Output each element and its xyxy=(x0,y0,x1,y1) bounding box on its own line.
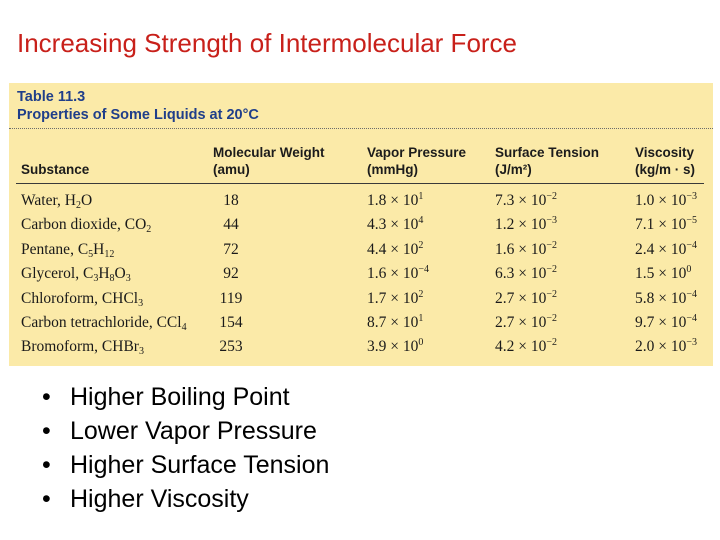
molecular-weight-cell: 119 xyxy=(219,289,243,307)
substance-cell: Chloroform, CHCl3 xyxy=(21,289,144,309)
properties-table: Table 11.3 Properties of Some Liquids at… xyxy=(9,83,713,366)
header-divider xyxy=(9,128,713,129)
surface-tension-cell: 6.3 × 10−2 xyxy=(495,264,558,283)
bullet-text: Higher Viscosity xyxy=(70,485,249,513)
column-header-divider xyxy=(16,183,704,184)
bullet-item: • Higher Surface Tension xyxy=(42,448,329,482)
vapor-pressure-cell: 8.7 × 101 xyxy=(367,312,424,331)
bullet-dot-icon: • xyxy=(42,417,51,445)
table-row: Bromoform, CHBr3 253 3.9 × 100 4.2 × 10−2 2.… xyxy=(9,336,713,360)
bullet-dot-icon: • xyxy=(42,485,51,513)
table-header: Table 11.3 Properties of Some Liquids at… xyxy=(17,88,259,124)
table-row: Glycerol, C3H8O3 92 1.6 × 10−4 6.3 × 10−2 1.… xyxy=(9,263,713,287)
bullet-text: Higher Boiling Point xyxy=(70,383,290,411)
column-header-unit: (kg/m · s) xyxy=(635,162,696,177)
table-label: Table 11.3 xyxy=(17,89,86,105)
slide-title: Increasing Strength of Intermolecular Fo… xyxy=(17,28,518,58)
table-row: Carbon tetrachloride, CCl4 154 8.7 × 101 2.… xyxy=(9,312,713,336)
viscosity-cell: 2.0 × 10−3 xyxy=(635,337,698,356)
molecular-weight-cell: 92 xyxy=(223,265,239,283)
substance-cell: Glycerol, C3H8O3 xyxy=(21,265,131,285)
column-header-label: Vapor Pressure xyxy=(367,145,467,160)
viscosity-cell: 5.8 × 10−4 xyxy=(635,288,698,307)
substance-cell: Bromoform, CHBr3 xyxy=(21,338,144,358)
substance-cell: Pentane, C5H12 xyxy=(21,240,115,260)
viscosity-cell: 7.1 × 10−5 xyxy=(635,215,698,234)
viscosity-cell: 1.0 × 10−3 xyxy=(635,191,698,210)
substance-cell: Carbon tetrachloride, CCl4 xyxy=(21,313,187,333)
viscosity-cell: 9.7 × 10−4 xyxy=(635,312,698,331)
substance-cell: Carbon dioxide, CO2 xyxy=(21,216,152,236)
surface-tension-cell: 2.7 × 10−2 xyxy=(495,288,558,307)
column-header-viscosity: Viscosity (kg/m · s) xyxy=(635,144,695,178)
bullet-dot-icon: • xyxy=(42,383,51,411)
surface-tension-cell: 7.3 × 10−2 xyxy=(495,191,558,210)
bullet-item: • Higher Viscosity xyxy=(42,482,329,516)
column-header-substance: Substance xyxy=(21,161,89,178)
column-header-unit: (amu) xyxy=(213,162,250,177)
column-header-substance-label: Substance xyxy=(21,162,90,177)
table-row: Water, H2O 18 1.8 × 101 7.3 × 10−2 1.0 × 10−… xyxy=(9,190,713,214)
bullet-list: • Higher Boiling Point • Lower Vapor Pressu… xyxy=(42,380,329,516)
column-header-surface-tension: Surface Tension (J/m²) xyxy=(495,144,599,178)
surface-tension-cell: 1.2 × 10−3 xyxy=(495,215,558,234)
molecular-weight-cell: 154 xyxy=(219,313,243,331)
column-header-vapor-pressure: Vapor Pressure (mmHg) xyxy=(367,144,466,178)
vapor-pressure-cell: 4.4 × 102 xyxy=(367,239,424,258)
viscosity-cell: 2.4 × 10−4 xyxy=(635,239,698,258)
vapor-pressure-cell: 4.3 × 104 xyxy=(367,215,424,234)
viscosity-cell: 1.5 × 100 xyxy=(635,264,692,283)
table-body: Water, H2O 18 1.8 × 101 7.3 × 10−2 1.0 × 10−… xyxy=(9,190,713,361)
molecular-weight-cell: 253 xyxy=(219,338,243,356)
table-row: Chloroform, CHCl3 119 1.7 × 102 2.7 × 10−2 5… xyxy=(9,288,713,312)
column-header-label: Viscosity xyxy=(635,145,695,160)
table-row: Pentane, C5H12 72 4.4 × 102 1.6 × 10−2 2.4 ×… xyxy=(9,239,713,263)
bullet-dot-icon: • xyxy=(42,451,51,479)
vapor-pressure-cell: 1.6 × 10−4 xyxy=(367,264,430,283)
bullet-text: Higher Surface Tension xyxy=(70,451,330,479)
surface-tension-cell: 2.7 × 10−2 xyxy=(495,312,558,331)
bullet-item: • Higher Boiling Point xyxy=(42,380,329,414)
column-header-unit: (mmHg) xyxy=(367,162,418,177)
table-caption: Properties of Some Liquids at 20°C xyxy=(17,107,259,123)
column-header-label: Molecular Weight xyxy=(213,145,325,160)
bullet-item: • Lower Vapor Pressure xyxy=(42,414,329,448)
molecular-weight-cell: 44 xyxy=(223,216,239,234)
surface-tension-cell: 1.6 × 10−2 xyxy=(495,239,558,258)
molecular-weight-cell: 18 xyxy=(223,192,239,209)
column-header-label: Surface Tension xyxy=(495,145,600,160)
vapor-pressure-cell: 1.7 × 102 xyxy=(367,288,424,307)
vapor-pressure-cell: 1.8 × 101 xyxy=(367,191,424,210)
surface-tension-cell: 4.2 × 10−2 xyxy=(495,337,558,356)
column-header-molecular-weight: Molecular Weight (amu) xyxy=(213,144,325,178)
molecular-weight-cell: 72 xyxy=(223,240,239,258)
bullet-text: Lower Vapor Pressure xyxy=(70,417,317,445)
column-header-unit: (J/m²) xyxy=(495,162,532,177)
substance-cell: Water, H2O xyxy=(21,192,93,211)
table-row: Carbon dioxide, CO2 44 4.3 × 104 1.2 × 10−3… xyxy=(9,214,713,238)
vapor-pressure-cell: 3.9 × 100 xyxy=(367,337,424,356)
